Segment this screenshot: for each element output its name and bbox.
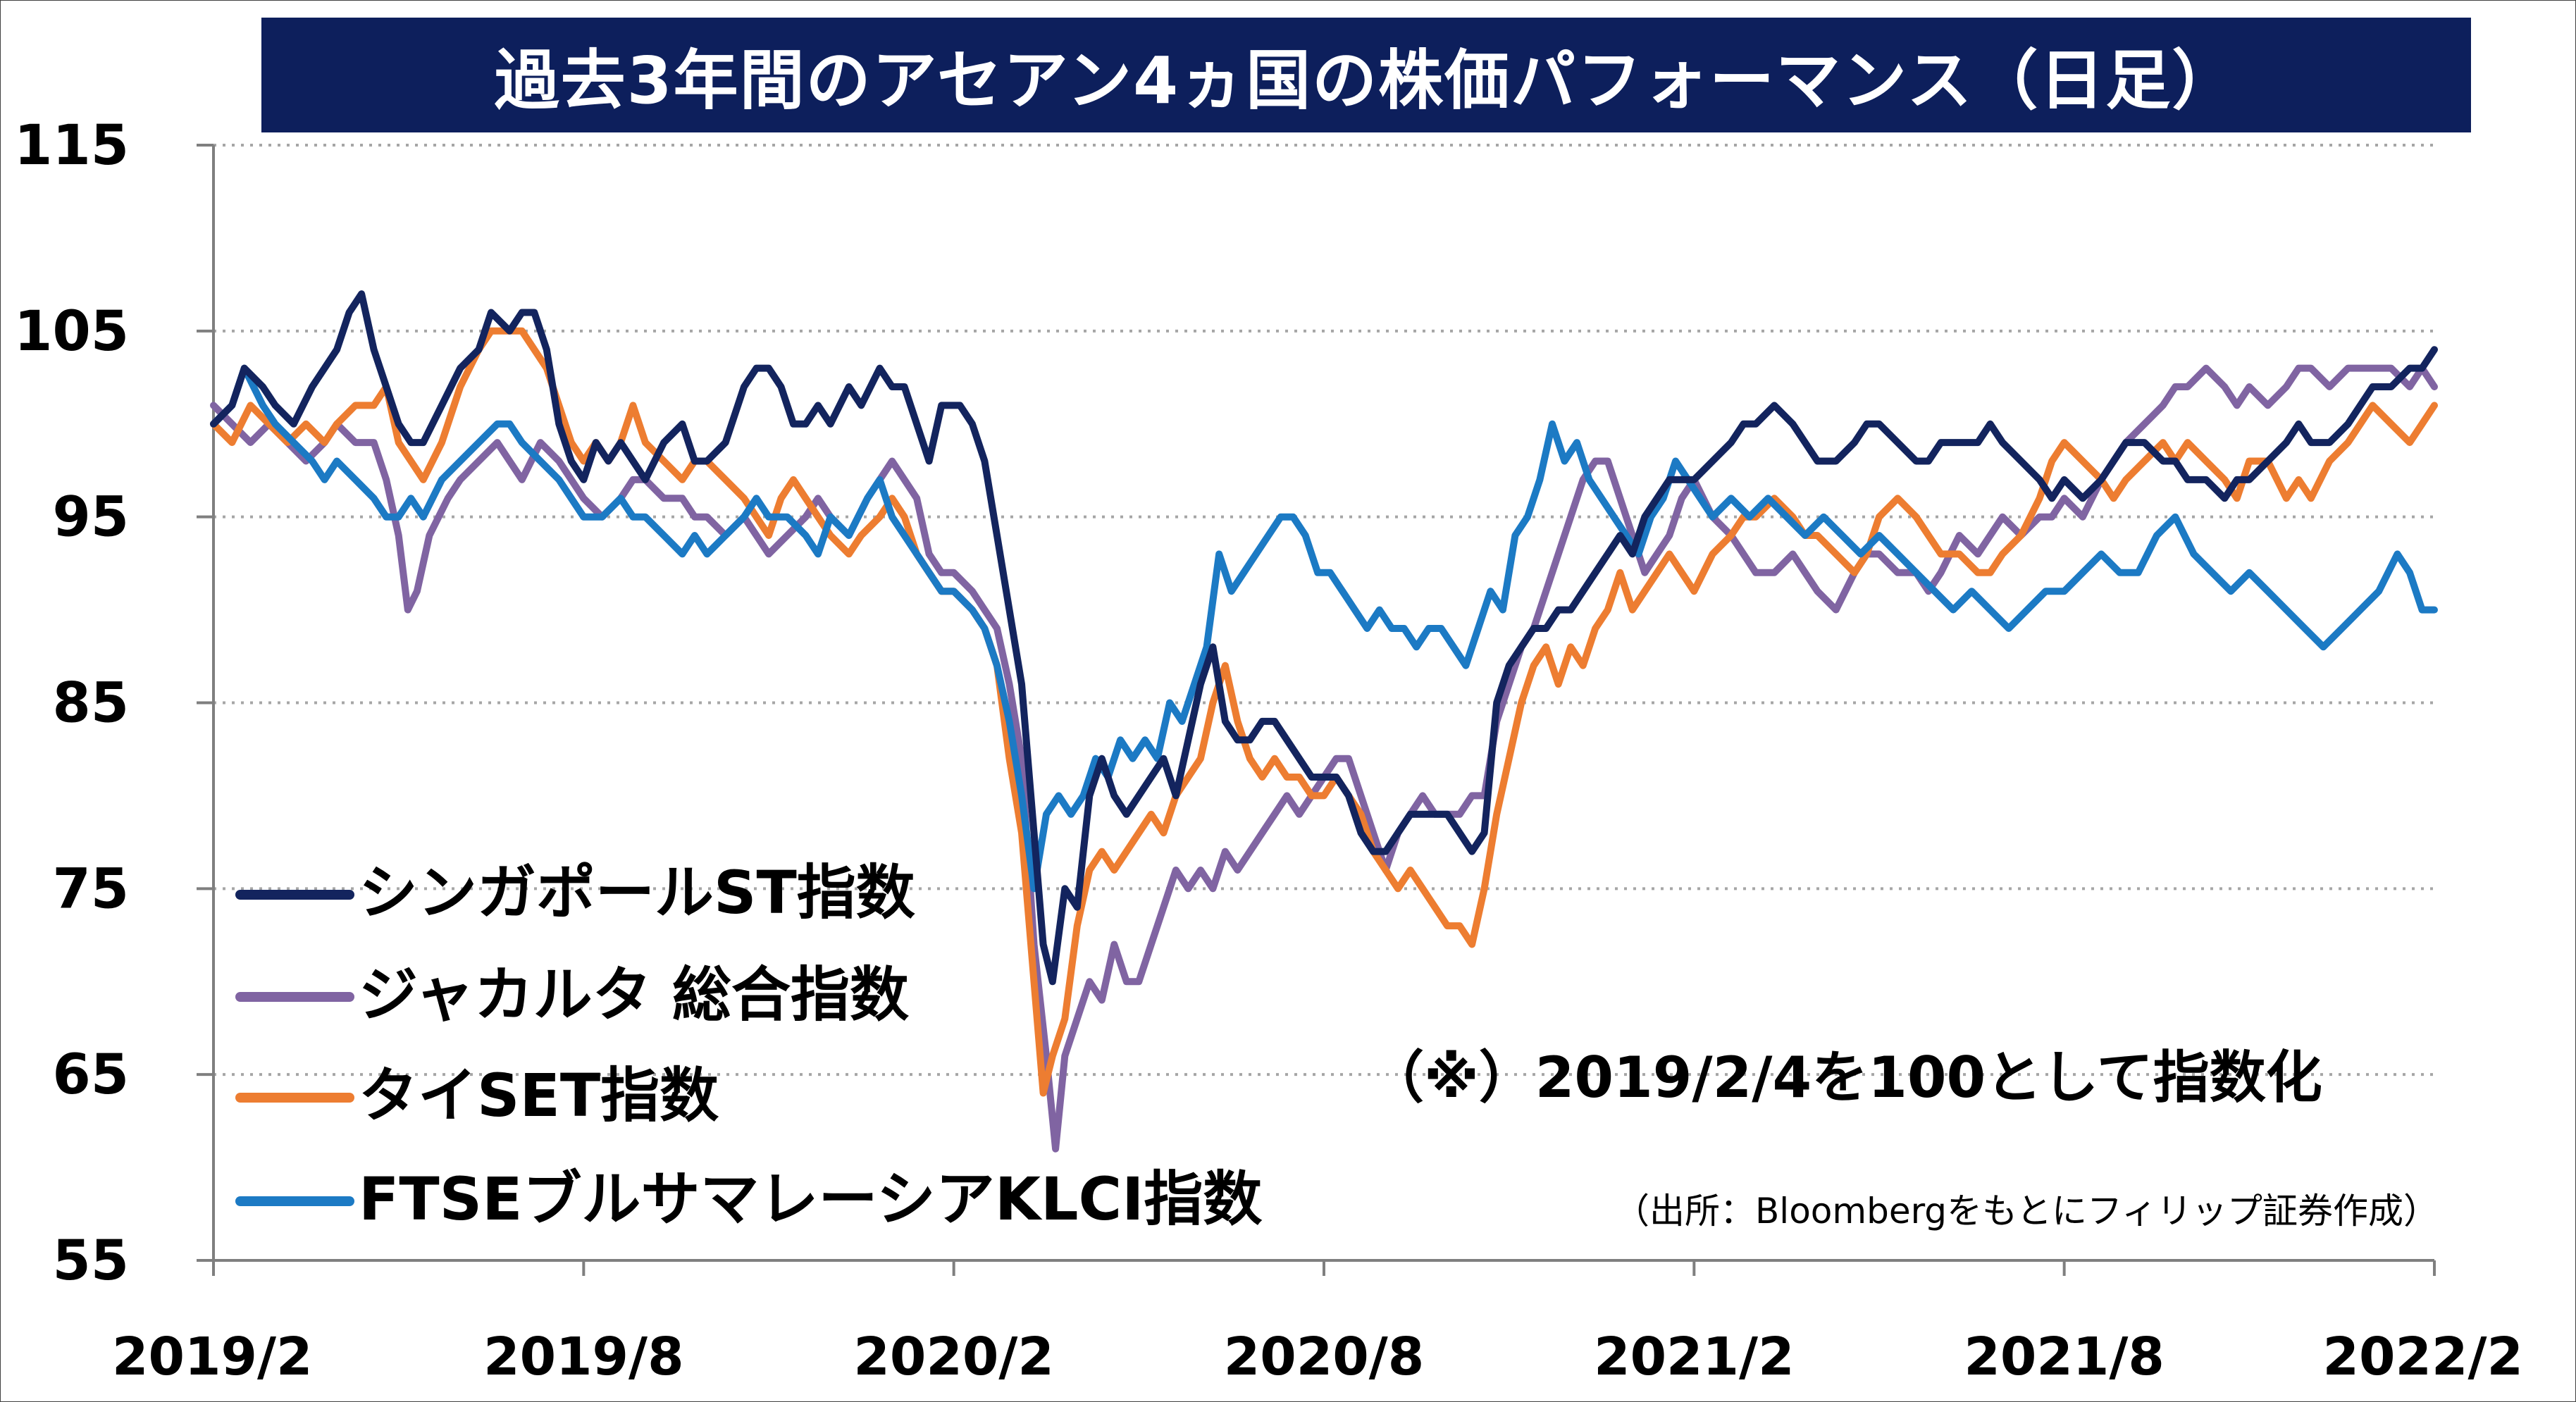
x-tick-label: 2020/8 xyxy=(1224,1327,1424,1387)
chart-title: 過去3年間のアセアン4ヵ国の株価パフォーマンス（日足） xyxy=(494,43,2238,118)
legend-label-1: ジャカルタ 総合指数 xyxy=(359,960,909,1029)
chart-note: （※）2019/2/4を100として指数化 xyxy=(1368,1045,2322,1110)
y-tick-label: 105 xyxy=(14,300,129,364)
x-tick-label: 2021/2 xyxy=(1594,1327,1794,1387)
x-tick-label: 2021/8 xyxy=(1964,1327,2164,1387)
series-layer xyxy=(210,290,2438,1153)
gridlines xyxy=(213,144,2434,1077)
x-tick-label: 2022/2 xyxy=(2323,1327,2523,1387)
x-tick-label: 2019/8 xyxy=(483,1327,683,1387)
y-axis-ticks: 115 105 95 85 75 65 55 xyxy=(14,114,213,1293)
y-tick-label: 115 xyxy=(14,114,129,178)
y-tick-label: 85 xyxy=(52,672,129,736)
x-tick-label: 2020/2 xyxy=(853,1327,1053,1387)
y-tick-label: 75 xyxy=(52,857,129,921)
y-tick-label: 95 xyxy=(52,486,129,550)
legend-label-0: シンガポールST指数 xyxy=(359,858,915,927)
legend-label-3: FTSEブルサマレーシアKLCI指数 xyxy=(359,1165,1262,1234)
x-tick-label: 2019/2 xyxy=(112,1327,312,1387)
series-line-3 xyxy=(210,364,2438,893)
legend-label-2: タイSET指数 xyxy=(359,1061,719,1130)
series-line-1 xyxy=(210,364,2438,1153)
series-line-0 xyxy=(210,290,2438,986)
y-tick-label: 65 xyxy=(52,1043,129,1107)
y-tick-label: 55 xyxy=(52,1229,129,1293)
title-bar: 過去3年間のアセアン4ヵ国の株価パフォーマンス（日足） xyxy=(261,18,2471,132)
x-axis-ticks: 2019/2 2019/8 2020/2 2020/8 2021/2 2021/8 2022… xyxy=(112,1260,2523,1387)
source-note: （出所：Bloombergをもとにフィリップ証券作成） xyxy=(1614,1191,2439,1232)
